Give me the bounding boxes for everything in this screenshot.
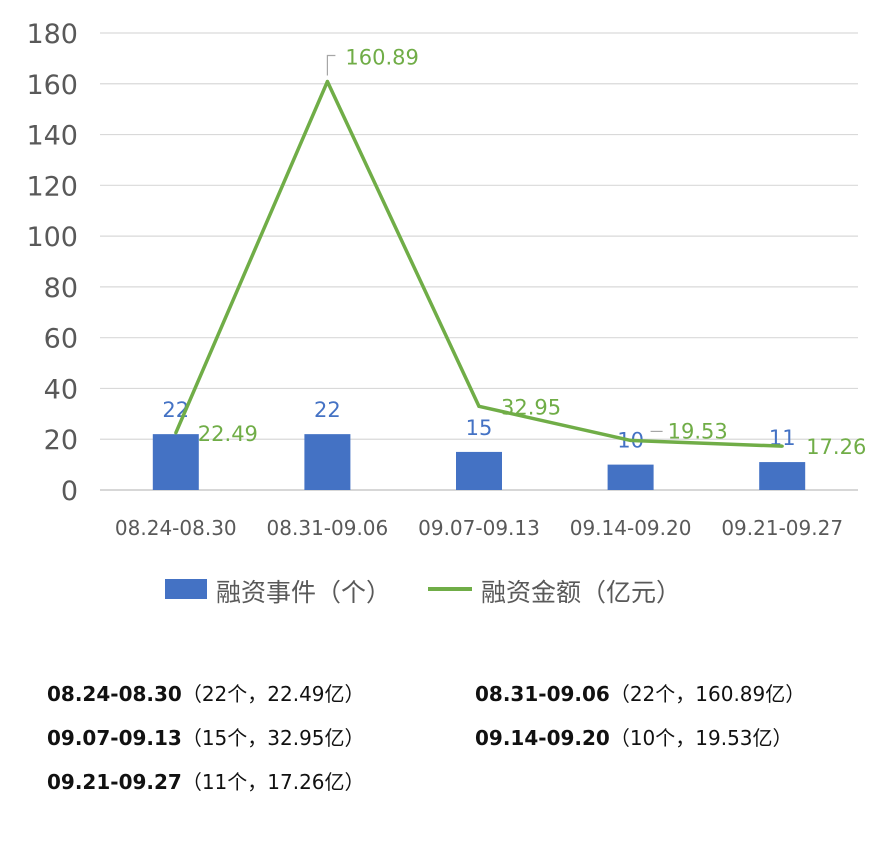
y-tick-label: 160 — [26, 70, 78, 101]
line-point — [174, 431, 178, 435]
gridlines — [100, 32, 858, 491]
summary-item: 08.31-09.06（22个，160.89亿） — [475, 678, 805, 707]
summary-item: 09.21-09.27（11个，17.26亿） — [47, 766, 365, 795]
x-tick-label: 08.31-09.06 — [267, 516, 389, 540]
summary-detail: （22个，22.49亿） — [181, 682, 365, 706]
bar-data-label: 22 — [314, 398, 341, 422]
line-point — [477, 404, 481, 408]
line-data-label: 160.89 — [345, 46, 418, 70]
line-data-label: 19.53 — [668, 419, 728, 443]
legend: 融资事件（个） 融资金额（亿元） — [165, 578, 681, 607]
summary-period: 08.31-09.06 — [475, 682, 610, 706]
line-data-label: 17.26 — [806, 435, 866, 459]
y-tick-label: 180 — [26, 19, 78, 50]
summary-detail: （11个，17.26亿） — [181, 770, 365, 794]
summary-period: 09.14-09.20 — [475, 726, 610, 750]
bar — [607, 464, 654, 490]
summary-item: 08.24-08.30（22个，22.49亿） — [47, 678, 365, 707]
bar — [152, 434, 199, 490]
bar — [304, 434, 351, 490]
bar-data-label: 15 — [466, 416, 493, 440]
x-axis-ticks: 08.24-08.30 08.31-09.06 09.07-09.13 09.14-0… — [115, 516, 843, 540]
y-tick-label: 140 — [26, 121, 78, 152]
summary-item: 09.07-09.13（15个，32.95亿） — [47, 722, 365, 751]
y-tick-label: 40 — [44, 374, 78, 405]
line-data-label: 32.95 — [501, 395, 561, 419]
y-tick-label: 20 — [44, 425, 78, 456]
summary-period: 09.21-09.27 — [47, 770, 182, 794]
x-tick-label: 09.07-09.13 — [418, 516, 540, 540]
line-point — [325, 79, 329, 84]
label-leader-line — [326, 54, 336, 76]
y-tick-label: 0 — [61, 476, 78, 507]
y-tick-label: 60 — [44, 324, 78, 355]
x-tick-label: 09.14-09.20 — [570, 516, 692, 540]
summary-detail: （15个，32.95亿） — [181, 726, 365, 750]
y-tick-label: 80 — [44, 273, 78, 304]
summary-detail: （10个，19.53亿） — [609, 726, 793, 750]
line-path — [174, 79, 783, 448]
x-tick-label: 09.21-09.27 — [721, 516, 843, 540]
bar — [759, 462, 806, 490]
summary-period: 09.07-09.13 — [47, 726, 182, 750]
summary-item: 09.14-09.20（10个，19.53亿） — [475, 722, 793, 751]
line-series: 22.49 160.89 32.95 19.53 17.26 — [174, 46, 866, 459]
summary-detail: （22个，160.89亿） — [609, 682, 806, 706]
line-point — [780, 444, 784, 448]
y-tick-label: 120 — [26, 171, 78, 202]
line-data-label: 22.49 — [198, 422, 258, 446]
legend-line-label: 融资金额（亿元） — [481, 578, 681, 607]
legend-bar-label: 融资事件（个） — [216, 578, 391, 607]
bar — [456, 451, 502, 490]
x-tick-label: 08.24-08.30 — [115, 516, 237, 540]
line-point — [629, 438, 633, 443]
y-tick-label: 100 — [26, 222, 78, 253]
summary-period: 08.24-08.30 — [47, 682, 182, 706]
y-axis-ticks: 0 20 40 60 80 100 120 140 160 180 — [26, 19, 78, 507]
legend-bar-swatch — [165, 579, 207, 599]
